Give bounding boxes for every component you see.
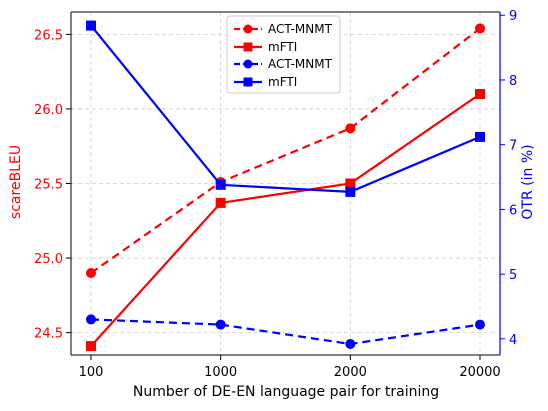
legend-entry: ACT-MNMT xyxy=(234,57,333,71)
y-right-tick-label: 7 xyxy=(509,139,517,154)
data-point xyxy=(86,314,96,325)
y-axis-right-label: OTR (in %) xyxy=(520,144,536,219)
series-line xyxy=(90,24,481,194)
data-point xyxy=(345,338,356,349)
legend-marker xyxy=(243,59,253,69)
y-right-tick-label: 6 xyxy=(509,203,517,218)
y-right-tick-label: 8 xyxy=(509,74,517,89)
data-point xyxy=(215,179,226,190)
legend-marker xyxy=(243,42,253,52)
y-left-tick-label: 24.5 xyxy=(34,327,63,342)
legend-marker xyxy=(243,24,253,34)
x-axis-label: Number of DE-EN language pair for traini… xyxy=(133,384,439,400)
data-point xyxy=(345,123,356,134)
y-left-tick-label: 26.0 xyxy=(34,103,63,118)
y-right-tick-label: 9 xyxy=(509,9,517,24)
data-point xyxy=(345,178,356,189)
legend-entry: ACT-MNMT xyxy=(234,22,333,36)
ticks: 100 1000 2000 20000 24.5 25.0 25.5 26.0 26.5 4 5 6 7… xyxy=(34,9,517,380)
data-point xyxy=(475,89,485,100)
legend-label: mFTI xyxy=(268,40,297,54)
legend-box xyxy=(226,15,341,94)
legend-entry: mFTI xyxy=(234,75,297,89)
data-point xyxy=(475,23,485,34)
legend: ACT-MNMT mFTI ACT-MNMT mFTI xyxy=(226,15,341,94)
legend-label: mFTI xyxy=(268,75,297,89)
legend-label: ACT-MNMT xyxy=(268,22,333,36)
y-right-tick-label: 5 xyxy=(509,268,517,283)
y-left-tick-label: 25.0 xyxy=(34,252,63,267)
data-point xyxy=(475,319,485,330)
series-layer xyxy=(86,20,485,352)
legend-label: ACT-MNMT xyxy=(268,57,333,71)
y-left-tick-label: 25.5 xyxy=(34,178,63,193)
series-line xyxy=(90,27,481,274)
series-line xyxy=(90,318,481,346)
data-point xyxy=(86,20,96,31)
data-point xyxy=(215,319,226,330)
data-point xyxy=(475,131,485,142)
legend-marker xyxy=(243,77,253,87)
y-right-tick-label: 4 xyxy=(509,333,517,348)
x-tick-label: 20000 xyxy=(459,365,500,380)
y-left-tick-label: 26.5 xyxy=(34,28,63,43)
x-tick-label: 1000 xyxy=(204,365,237,380)
legend-entry: mFTI xyxy=(234,40,297,54)
x-tick-label: 100 xyxy=(79,365,104,380)
series-line xyxy=(90,93,481,347)
data-point xyxy=(86,267,96,278)
x-tick-label: 2000 xyxy=(334,365,367,380)
data-point xyxy=(345,186,356,197)
data-point xyxy=(215,197,226,208)
y-axis-left-label: scareBLEU xyxy=(8,145,24,219)
data-point xyxy=(86,341,96,352)
